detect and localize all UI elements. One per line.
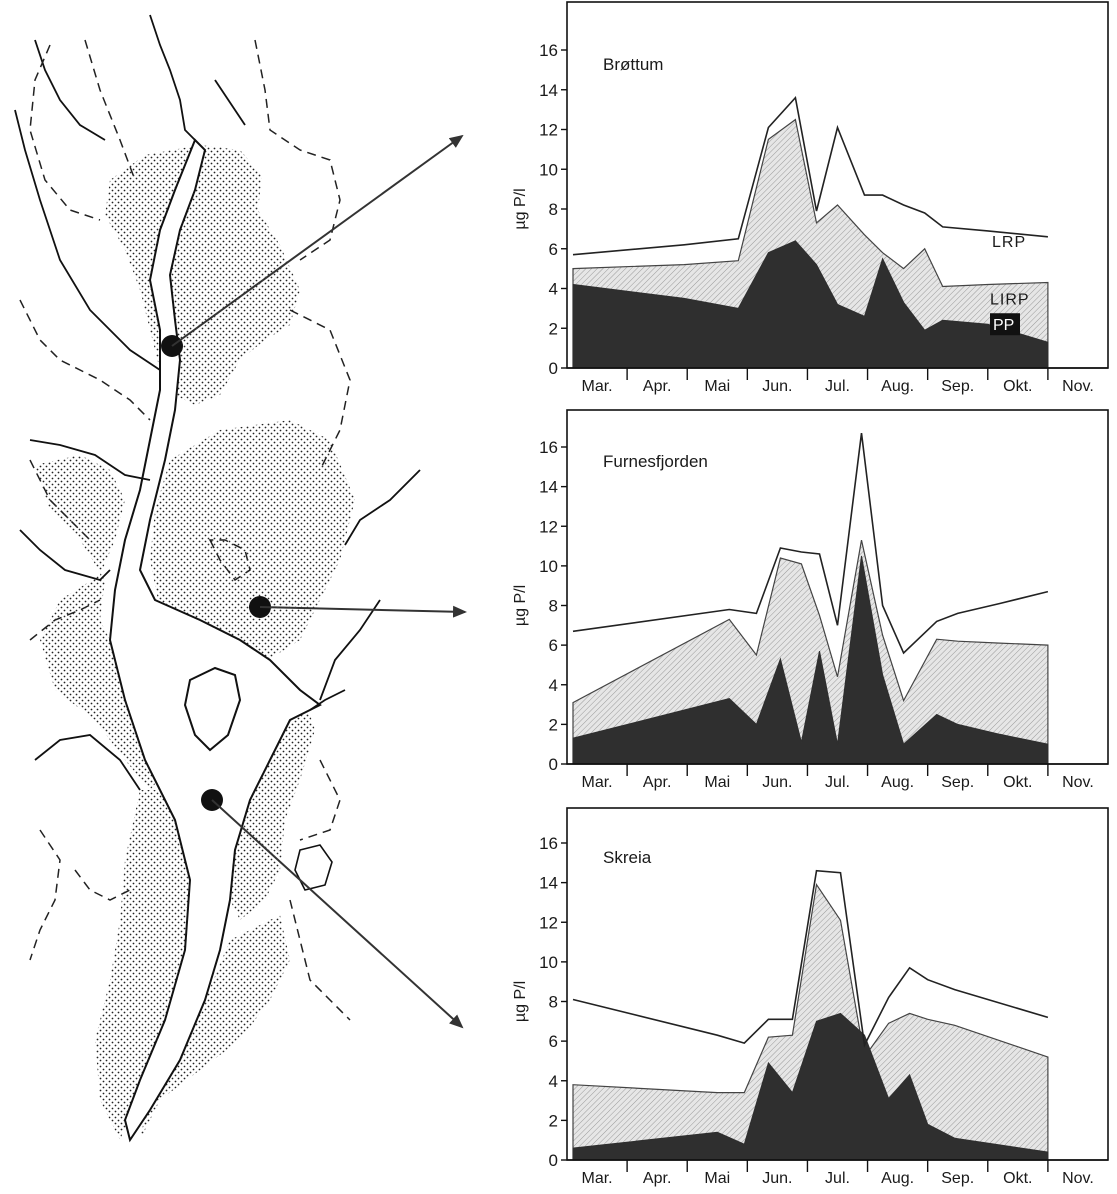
x-tick-label: Nov. [1062, 774, 1094, 791]
y-tick-label: 16 [539, 41, 558, 60]
x-tick-label: Nov. [1062, 378, 1094, 395]
label-pp-background [990, 313, 1020, 336]
chart-title: Skreia [603, 848, 652, 867]
line-lrp [572, 869, 1049, 1048]
y-tick-label: 2 [549, 1111, 558, 1130]
x-tick-label: Jun. [762, 378, 792, 395]
x-tick-label: Sep. [941, 378, 974, 395]
chart-furnesfjorden: 0 2 4 6 8 10 12 14 16 µg P/l Mar. Apr. Mai Jun. Jul. Au… [512, 409, 1109, 791]
y-tick-label: 10 [539, 557, 558, 576]
map-rivers [14, 14, 421, 791]
map-shaded-area-southeast [140, 915, 290, 1140]
line-lrp [572, 433, 1049, 655]
x-tick-label: Aug. [881, 774, 914, 791]
map-island [183, 666, 242, 752]
y-tick-label: 10 [539, 160, 558, 179]
line-lrp [572, 95, 1048, 256]
x-tick-label: Apr. [643, 1170, 671, 1187]
chart-title: Furnesfjorden [603, 452, 708, 471]
chart-brttum: 0 2 4 6 8 10 12 14 16 µg P/l Mar. Apr. Mai Jun. Jul. Au… [512, 1, 1109, 395]
x-tick-label: Jul. [825, 378, 850, 395]
x-tick-label: Mar. [581, 774, 612, 791]
x-tick-label: Apr. [643, 378, 671, 395]
y-axis-label: µg P/l [512, 981, 529, 1022]
x-tick-label: Apr. [643, 774, 671, 791]
y-tick-label: 14 [539, 81, 558, 100]
y-tick-label: 8 [549, 993, 558, 1012]
arrow-to-chart-furnesfjorden [259, 605, 467, 618]
y-tick-label: 12 [539, 913, 558, 932]
y-tick-label: 0 [549, 1151, 558, 1170]
map-shaded-area-southwest [95, 790, 205, 1140]
x-tick-label: Sep. [941, 774, 974, 791]
y-tick-label: 2 [549, 319, 558, 338]
y-tick-label: 8 [549, 597, 558, 616]
x-tick-label: Jul. [825, 1170, 850, 1187]
y-tick-label: 4 [549, 280, 558, 299]
map-shaded-area-north [105, 145, 300, 405]
y-tick-label: 0 [549, 755, 558, 774]
area-pp [572, 555, 1049, 765]
label-lrp: LRP [992, 234, 1026, 251]
x-tick-label: Okt. [1003, 378, 1032, 395]
map-island-small [294, 844, 333, 891]
x-tick-label: Jun. [762, 774, 792, 791]
lake-map [14, 14, 467, 1143]
x-tick-label: Aug. [881, 378, 914, 395]
y-tick-label: 14 [539, 478, 558, 497]
x-tick-label: Mar. [581, 1170, 612, 1187]
chart-skreia: 0 2 4 6 8 10 12 14 16 µg P/l Mar. Apr. Mai Jun. Jul. Au… [512, 807, 1109, 1187]
x-tick-label: Jun. [762, 1170, 792, 1187]
area-lirp [572, 883, 1049, 1161]
y-axis-label: µg P/l [512, 585, 529, 626]
y-tick-label: 12 [539, 517, 558, 536]
y-tick-label: 4 [549, 1072, 558, 1091]
map-catchment-boundaries [19, 39, 351, 1021]
map-lake-outline [108, 138, 322, 1143]
x-tick-label: Aug. [881, 1170, 914, 1187]
x-tick-label: Okt. [1003, 774, 1032, 791]
x-tick-label: Mar. [581, 378, 612, 395]
x-tick-label: Nov. [1062, 1170, 1094, 1187]
y-tick-label: 6 [549, 240, 558, 259]
y-tick-label: 2 [549, 715, 558, 734]
y-tick-label: 16 [539, 438, 558, 457]
arrow-to-chart-brottum [171, 134, 464, 347]
x-tick-label: Mai [704, 1170, 730, 1187]
y-tick-label: 16 [539, 834, 558, 853]
x-tick-label: Mai [704, 378, 730, 395]
y-tick-label: 6 [549, 1032, 558, 1051]
y-tick-label: 8 [549, 200, 558, 219]
y-tick-label: 10 [539, 953, 558, 972]
label-pp: PP [993, 317, 1014, 334]
y-tick-label: 0 [549, 359, 558, 378]
y-axis-label: µg P/l [512, 188, 529, 229]
map-shaded-area-center [150, 420, 355, 665]
x-tick-label: Mai [704, 774, 730, 791]
label-lirp: LIRP [990, 291, 1030, 308]
y-tick-label: 6 [549, 636, 558, 655]
x-tick-label: Okt. [1003, 1170, 1032, 1187]
y-tick-label: 14 [539, 874, 558, 893]
charts: 0 2 4 6 8 10 12 14 16 µg P/l Mar. Apr. Mai Jun. Jul. Au… [512, 1, 1109, 1187]
x-tick-label: Jul. [825, 774, 850, 791]
area-pp [572, 1012, 1049, 1161]
arrow-to-chart-skreia [211, 799, 464, 1029]
chart-title: Brøttum [603, 55, 663, 74]
y-tick-label: 12 [539, 121, 558, 140]
y-tick-label: 4 [549, 676, 558, 695]
x-tick-label: Sep. [941, 1170, 974, 1187]
